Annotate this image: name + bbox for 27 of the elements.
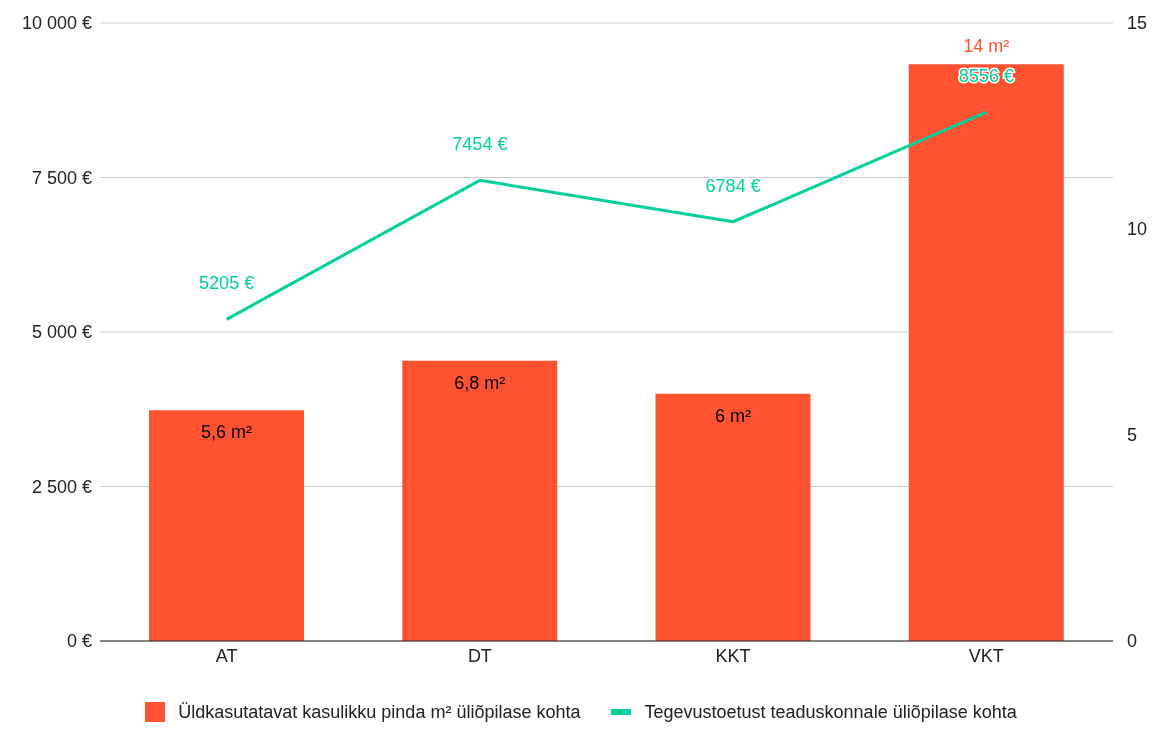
y2-tick-label: 10 [1127,219,1148,239]
data-label: 6784 € [705,175,761,196]
legend-label: Üldkasutatavat kasulikku pinda m² üliõpilase kohta [178,701,581,723]
x-tick-label: VKT [968,645,1004,666]
legend-label: Tegevustoetust teaduskonnale üliõpilase kohta [644,701,1017,723]
y2-tick-label: 0 [1127,631,1138,651]
data-label: 6,8 m² [454,372,506,393]
bar [149,410,304,641]
data-label: 8556 € [958,66,1014,87]
data-label: 5,6 m² [200,422,253,443]
y2-tick-label: 15 [1127,13,1148,33]
x-tick-label: DT [467,645,492,666]
bar [402,360,558,641]
x-tick-label: AT [215,645,238,666]
y-tick-label: 0 € [66,631,92,652]
bar [655,393,811,641]
y-tick-label: 5 000 € [31,322,92,343]
bar [908,64,1064,641]
y-tick-label: 7 500 € [31,167,92,188]
y2-tick-label: 5 [1127,425,1138,445]
data-label: 5205 € [199,273,255,294]
data-label: 14 m² [963,36,1010,57]
data-label: 6 m² [715,405,752,426]
y-tick-label: 2 500 € [31,476,92,497]
x-tick-label: KKT [715,645,751,666]
y-tick-label: 10 000 € [21,13,92,34]
data-label: 7454 € [452,134,508,155]
